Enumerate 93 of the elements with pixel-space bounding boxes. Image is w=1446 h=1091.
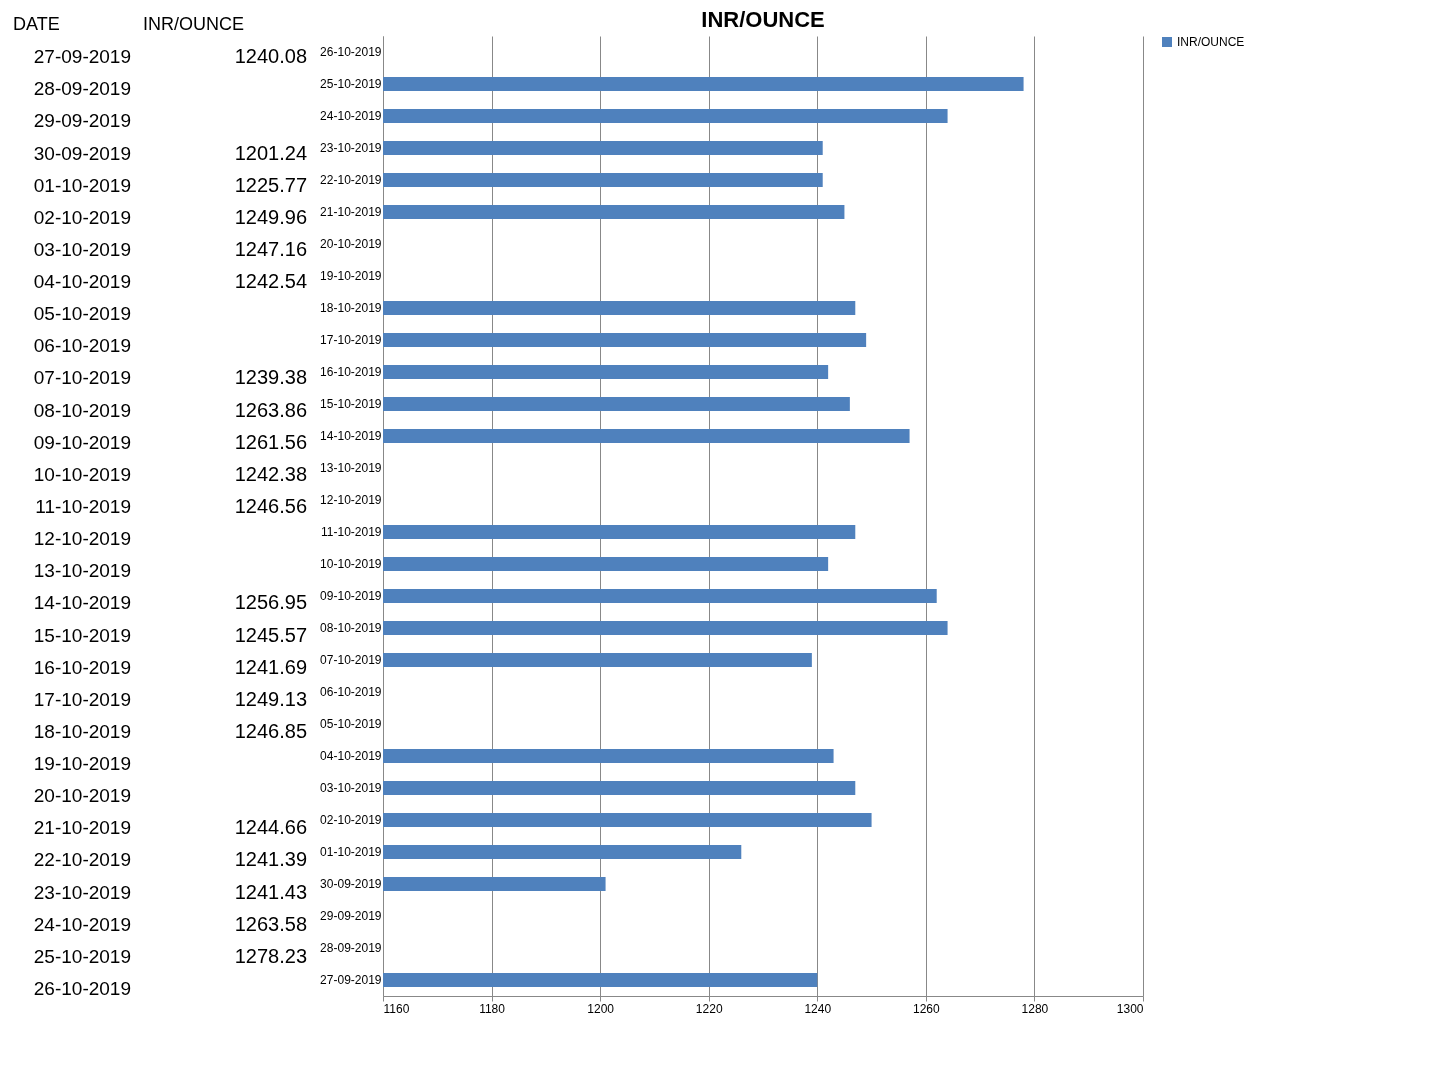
category-label: 26-10-2019	[33, 977, 131, 999]
category-label: 07-10-2019	[33, 367, 131, 389]
text: 1242.54	[234, 270, 307, 293]
category-label: 30-09-2019	[33, 142, 131, 164]
text: 1244.66	[234, 816, 307, 839]
y-tick-label: 29-09-2019	[320, 909, 382, 923]
category-label: 03-10-2019	[33, 238, 131, 260]
y-tick-label: 03-10-2019	[320, 781, 382, 795]
category-label: 27-09-2019	[33, 46, 131, 68]
y-tick-label: 25-10-2019	[320, 77, 382, 91]
category-label: 24-10-2019	[33, 913, 131, 935]
text: 1261.56	[234, 430, 307, 453]
text: INR/OUNCE	[143, 14, 245, 35]
x-tick-label: 1280	[1021, 1001, 1049, 1016]
text: 1249.13	[234, 687, 307, 710]
legend-label: INR/OUNCE	[1177, 35, 1245, 49]
text: 1278.23	[234, 944, 307, 967]
y-tick-label: 12-10-2019	[320, 493, 382, 507]
category-label: 16-10-2019	[33, 656, 131, 678]
y-tick-label: 27-09-2019	[320, 973, 382, 987]
category-label: 14-10-2019	[33, 592, 131, 614]
text: 1240.08	[234, 45, 307, 68]
category-label: 17-10-2019	[33, 688, 131, 710]
category-label: 19-10-2019	[33, 753, 131, 775]
y-tick-label: 15-10-2019	[320, 397, 382, 411]
x-tick-label: 1220	[695, 1001, 723, 1016]
category-label: 28-09-2019	[33, 78, 131, 100]
y-tick-label: 02-10-2019	[320, 813, 382, 827]
category-label: 21-10-2019	[33, 817, 131, 839]
category-label: 10-10-2019	[33, 463, 131, 485]
category-label: 29-09-2019	[33, 110, 131, 132]
y-tick-label: 23-10-2019	[320, 141, 382, 155]
category-label: 09-10-2019	[33, 431, 131, 453]
category-label: 15-10-2019	[33, 624, 131, 646]
y-tick-label: 01-10-2019	[320, 845, 382, 859]
x-tick-label: 1200	[587, 1001, 615, 1016]
y-tick-label: 09-10-2019	[320, 589, 382, 603]
x-tick-label: 1160	[383, 1001, 410, 1016]
category-label: 20-10-2019	[33, 785, 131, 807]
text: 1256.95	[234, 591, 307, 614]
text: 1247.16	[234, 237, 307, 260]
y-tick-label: 13-10-2019	[320, 461, 382, 475]
category-label: 04-10-2019	[33, 271, 131, 293]
y-tick-label: 06-10-2019	[320, 685, 382, 699]
y-tick-label: 22-10-2019	[320, 173, 382, 187]
y-tick-label: 08-10-2019	[320, 621, 382, 635]
text: 1245.57	[234, 623, 307, 646]
category-label: 22-10-2019	[33, 849, 131, 871]
x-tick-label: 1240	[804, 1001, 832, 1016]
category-label: 08-10-2019	[33, 399, 131, 421]
text: 1201.24	[234, 141, 307, 164]
category-label: 13-10-2019	[33, 560, 131, 582]
y-tick-label: 18-10-2019	[320, 301, 382, 315]
x-tick-label: 1260	[913, 1001, 941, 1016]
y-tick-label: 28-09-2019	[320, 941, 382, 955]
text: 1263.86	[234, 398, 307, 421]
text: 1225.77	[234, 173, 307, 196]
y-tick-label: 17-10-2019	[320, 333, 382, 347]
y-tick-label: 14-10-2019	[320, 429, 382, 443]
y-tick-label: 04-10-2019	[320, 749, 382, 763]
x-tick-label: 1180	[479, 1001, 506, 1016]
y-tick-label: 11-10-2019	[321, 525, 382, 539]
text: 1241.39	[234, 848, 307, 871]
y-tick-label: 24-10-2019	[320, 109, 382, 123]
x-tick-label: 1300	[1116, 1001, 1144, 1016]
category-label: 25-10-2019	[33, 945, 131, 967]
category-label: 18-10-2019	[33, 720, 131, 742]
y-tick-label: 19-10-2019	[320, 269, 382, 283]
category-label: 12-10-2019	[33, 528, 131, 550]
y-tick-label: 07-10-2019	[320, 653, 382, 667]
category-label: 11-10-2019	[35, 496, 131, 517]
text: 1246.85	[234, 719, 307, 742]
text: 1242.38	[234, 462, 307, 485]
y-tick-label: 16-10-2019	[320, 365, 382, 379]
text: 1246.56	[234, 495, 307, 517]
category-label: 23-10-2019	[33, 881, 131, 903]
y-tick-label: 20-10-2019	[320, 237, 382, 251]
y-tick-label: 05-10-2019	[320, 717, 382, 731]
category-label: 05-10-2019	[33, 303, 131, 325]
text: 1263.58	[234, 912, 307, 935]
y-tick-label: 30-09-2019	[320, 877, 382, 891]
y-tick-label: 21-10-2019	[320, 205, 382, 219]
category-label: 02-10-2019	[33, 206, 131, 228]
category-label: 01-10-2019	[33, 174, 131, 196]
chart-title: INR/OUNCE	[701, 7, 825, 32]
text: 1239.38	[234, 366, 307, 389]
text: 1241.69	[234, 655, 307, 678]
category-label: 06-10-2019	[33, 335, 131, 357]
text: 1249.96	[234, 205, 307, 228]
text: DATE	[13, 14, 60, 35]
y-tick-label: 26-10-2019	[320, 45, 382, 59]
text: 1241.43	[234, 880, 307, 903]
y-tick-label: 10-10-2019	[320, 557, 382, 571]
